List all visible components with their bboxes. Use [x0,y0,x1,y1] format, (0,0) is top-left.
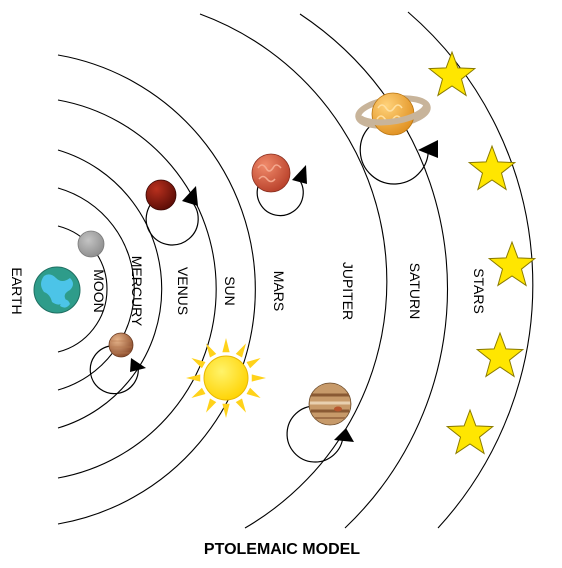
label-mars: MARS [271,271,287,311]
orbit-sun [57,99,217,479]
saturn-icon [355,92,431,136]
sun-ray [246,358,261,369]
orbit-venus [57,149,163,429]
orbit-saturn [299,13,449,529]
orbit-moon [57,225,108,353]
orbit-mars [57,54,256,525]
sun-ray [191,358,206,369]
sun-ray [235,343,246,358]
band-labels: EARTH MOON MERCURY VENUS SUN MARS JUPITE… [9,256,487,327]
orbit-mercury [57,187,135,391]
label-venus: VENUS [175,267,191,315]
sun-ray [206,398,217,413]
mercury-icon [108,332,134,358]
epicycle-arrow-icon [292,165,307,184]
orbit-lines [57,11,534,529]
sun-ray [186,374,201,382]
sun-ray [206,343,217,358]
sun-ray [191,387,206,398]
sun-ray [235,398,246,413]
sun-ray [222,403,230,418]
epicycle-arrow-icon [334,428,354,442]
star-icon [467,144,517,191]
venus-icon [145,179,177,211]
epicycle-arrow-icon [418,140,438,158]
mercury-epicycle [89,345,146,395]
jupiter-epicycle [286,405,354,463]
earth-icon [33,266,81,314]
diagram-title: PTOLEMAIC MODEL [204,541,360,558]
label-moon: MOON [91,269,107,313]
star-icon [427,50,477,97]
star-group [427,50,537,455]
sun-ray [251,374,266,382]
star-icon [475,331,525,378]
star-icon [487,240,537,287]
label-sun: SUN [222,276,238,306]
label-saturn: SATURN [407,263,423,320]
label-jupiter: JUPITER [340,262,356,320]
sun-icon [186,338,266,418]
sun-ray [246,387,261,398]
epicycle-arrow-icon [130,358,146,372]
mars-icon [251,153,291,193]
jupiter-icon [308,382,352,426]
label-earth: EARTH [9,267,25,314]
venus-epicycle [145,186,199,246]
sun-ray [222,338,230,353]
moon-icon [77,230,105,258]
star-icon [445,408,495,455]
label-mercury: MERCURY [129,256,145,327]
epicycle-arrow-icon [182,186,198,206]
orbit-jupiter [199,13,388,529]
label-stars: STARS [471,268,487,314]
